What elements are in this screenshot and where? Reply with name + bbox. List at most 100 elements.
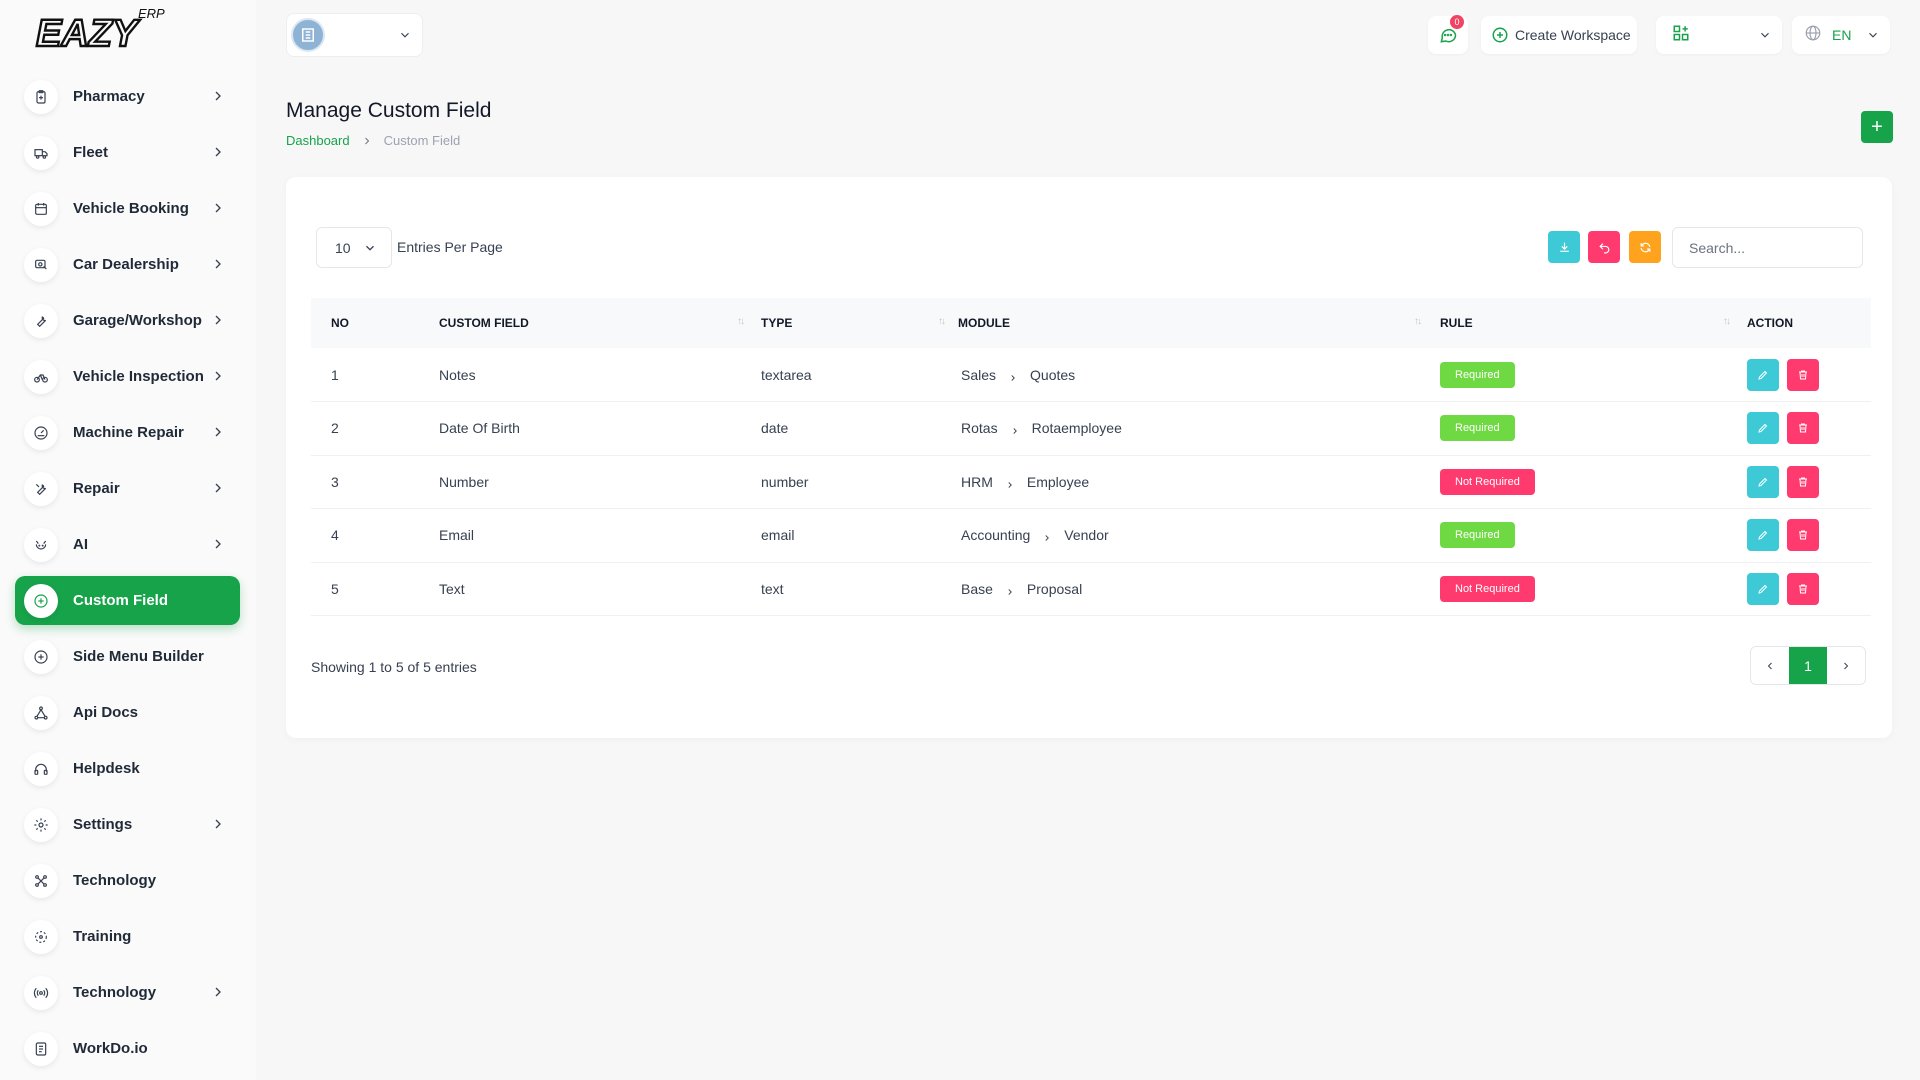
sidebar-item-fleet[interactable]: Fleet (15, 128, 240, 177)
previous-page-button[interactable] (1751, 647, 1789, 684)
edit-button[interactable] (1747, 465, 1779, 498)
sidebar-item-settings[interactable]: Settings (15, 800, 240, 849)
download-icon (1559, 242, 1569, 252)
column-header-custom-field[interactable]: CUSTOM FIELD ↑↓ (439, 298, 761, 348)
delete-button[interactable] (1787, 358, 1819, 391)
sidebar-item-workdo-io[interactable]: WorkDo.io (15, 1024, 240, 1073)
sidebar-item-garage-workshop[interactable]: Garage/Workshop (15, 296, 240, 345)
trash-icon (1799, 370, 1807, 379)
chevron-right-icon (1005, 584, 1015, 595)
submodule-name: Employee (1026, 473, 1090, 490)
calendar-icon (24, 191, 58, 226)
sidebar-item-technology[interactable]: Technology (15, 968, 240, 1017)
sidebar-item-label: AI (73, 536, 88, 553)
table-row: 1 Notes textarea Sales Quotes Required (311, 348, 1871, 402)
column-header-type[interactable]: TYPE ↑↓ (761, 298, 958, 348)
chevron-right-icon (1008, 370, 1018, 381)
column-header-label: TYPE (761, 316, 793, 330)
entries-per-page-value: 10 (335, 239, 351, 256)
sidebar-item-helpdesk[interactable]: Helpdesk (15, 744, 240, 793)
sidebar-item-pharmacy[interactable]: Pharmacy (15, 72, 240, 121)
entries-per-page-select[interactable]: 10 (316, 227, 392, 268)
pagination: 1 (1750, 646, 1866, 685)
cell-rule: Not Required (1440, 562, 1747, 616)
cell-action (1747, 562, 1871, 616)
cell-module: Rotas Rotaemployee (958, 402, 1440, 456)
delete-button[interactable] (1787, 572, 1819, 605)
chevron-down-icon (1866, 28, 1880, 47)
sidebar-item-side-menu-builder[interactable]: Side Menu Builder (15, 632, 240, 681)
chevron-right-icon (1010, 423, 1020, 435)
page-button-current[interactable]: 1 (1789, 647, 1827, 684)
column-header-no[interactable]: NO (331, 316, 349, 330)
edit-button[interactable] (1747, 572, 1779, 605)
entries-per-page-label: Entries Per Page (397, 239, 503, 255)
cell-rule: Required (1440, 402, 1747, 456)
sidebar-item-label: Custom Field (73, 592, 169, 609)
cell-custom-field: Number (439, 473, 489, 490)
sidebar-item-ai[interactable]: AI (15, 520, 240, 569)
sidebar-menu: Pharmacy Fleet Vehicle Booking Car Dealersh… (15, 72, 240, 1080)
bike-icon (24, 359, 58, 394)
sidebar-item-api-docs[interactable]: Api Docs (15, 688, 240, 737)
apps-dropdown[interactable] (1656, 16, 1782, 54)
add-custom-field-button[interactable]: + (1861, 111, 1893, 143)
workspace-avatar (291, 18, 325, 52)
create-workspace-label: Create Workspace (1515, 27, 1631, 43)
module-name: Rotas (961, 420, 998, 437)
create-workspace-button[interactable]: Create Workspace (1481, 16, 1637, 54)
sidebar-item-vehicle-inspection[interactable]: Vehicle Inspection (15, 352, 240, 401)
column-header-rule[interactable]: RULE ↑↓ (1440, 298, 1747, 348)
target-icon (24, 919, 58, 954)
search-input[interactable] (1672, 227, 1863, 268)
language-dropdown[interactable]: EN (1792, 16, 1890, 54)
rule-badge: Not Required (1440, 468, 1535, 495)
chevron-right-icon (1005, 477, 1015, 488)
brand-logo[interactable]: EAZY ERP (34, 2, 168, 58)
pencil-icon (1758, 584, 1768, 594)
sidebar-item-vehicle-booking[interactable]: Vehicle Booking (15, 184, 240, 233)
sidebar-item-machine-repair[interactable]: Machine Repair (15, 408, 240, 457)
delete-button[interactable] (1787, 465, 1819, 498)
submodule-name: Quotes (1030, 366, 1076, 383)
globe-icon (1804, 24, 1822, 47)
messages-button[interactable]: 0 (1428, 15, 1468, 54)
car-icon (24, 247, 58, 282)
refresh-button[interactable] (1629, 231, 1661, 263)
rule-badge: Not Required (1440, 575, 1535, 602)
sidebar-item-repair[interactable]: Repair (15, 464, 240, 513)
cell-type: textarea (761, 366, 812, 383)
cell-no: 2 (331, 420, 339, 437)
delete-button[interactable] (1787, 412, 1819, 445)
custom-field-table: NO CUSTOM FIELD ↑↓ TYPE ↑↓ MODULE ↑↓ RUL… (311, 298, 1871, 616)
column-header-module[interactable]: MODULE ↑↓ (958, 298, 1440, 348)
sort-icon: ↑↓ (737, 316, 745, 327)
robot-icon (24, 527, 58, 562)
edit-button[interactable] (1747, 519, 1779, 552)
delete-button[interactable] (1787, 519, 1819, 552)
edit-button[interactable] (1747, 358, 1779, 391)
workspace-switcher[interactable] (286, 13, 423, 57)
breadcrumb-dashboard-link[interactable]: Dashboard (286, 133, 350, 148)
trash-icon (1799, 477, 1807, 487)
refresh-icon (1640, 242, 1650, 252)
sidebar-item-technology[interactable]: Technology (15, 856, 240, 905)
reset-button[interactable] (1588, 231, 1620, 263)
chevron-right-icon (210, 256, 226, 272)
gear-icon (24, 807, 58, 842)
sidebar-item-custom-field[interactable]: Custom Field (15, 576, 240, 625)
export-button[interactable] (1548, 231, 1580, 263)
rule-badge: Required (1440, 415, 1515, 442)
edit-button[interactable] (1747, 412, 1779, 445)
chevron-right-icon (210, 144, 226, 160)
gauge-icon (24, 415, 58, 450)
cell-action (1747, 348, 1871, 402)
sidebar-item-label: Pharmacy (73, 88, 145, 105)
sidebar-item-label: WorkDo.io (73, 1040, 148, 1057)
next-page-button[interactable] (1827, 647, 1865, 684)
chevron-right-icon (210, 200, 226, 216)
sidebar-item-car-dealership[interactable]: Car Dealership (15, 240, 240, 289)
sidebar-item-training[interactable]: Training (15, 912, 240, 961)
showing-entries-text: Showing 1 to 5 of 5 entries (311, 659, 477, 675)
cell-custom-field: Date Of Birth (439, 420, 520, 437)
